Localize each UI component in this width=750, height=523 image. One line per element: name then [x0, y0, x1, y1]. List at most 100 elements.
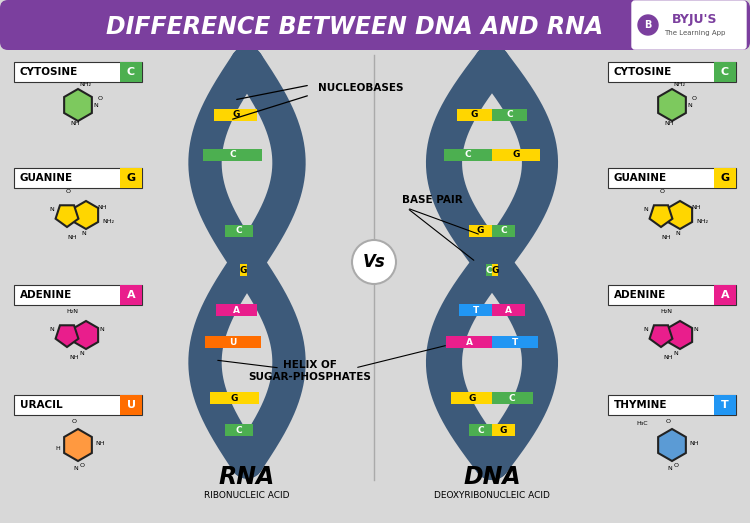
- Text: NH: NH: [663, 355, 673, 360]
- Text: NH₂: NH₂: [102, 219, 114, 224]
- Text: CYTOSINE: CYTOSINE: [20, 67, 78, 77]
- FancyBboxPatch shape: [203, 149, 262, 161]
- Text: NH: NH: [98, 205, 106, 210]
- Text: G: G: [512, 150, 520, 160]
- FancyBboxPatch shape: [714, 395, 736, 415]
- Text: G: G: [127, 173, 136, 183]
- Text: A: A: [505, 306, 512, 315]
- Text: N: N: [694, 327, 698, 332]
- FancyBboxPatch shape: [492, 392, 532, 404]
- FancyBboxPatch shape: [209, 392, 260, 404]
- FancyBboxPatch shape: [492, 265, 498, 277]
- Text: N: N: [82, 231, 86, 236]
- Text: GUANINE: GUANINE: [614, 173, 668, 183]
- Text: ADENINE: ADENINE: [614, 290, 666, 300]
- FancyBboxPatch shape: [608, 62, 736, 82]
- FancyBboxPatch shape: [457, 109, 492, 121]
- Text: CYTOSINE: CYTOSINE: [614, 67, 672, 77]
- FancyBboxPatch shape: [492, 304, 525, 316]
- FancyBboxPatch shape: [14, 62, 142, 82]
- Text: Vs: Vs: [363, 253, 386, 271]
- Text: N: N: [688, 103, 692, 108]
- FancyBboxPatch shape: [120, 395, 142, 415]
- FancyBboxPatch shape: [492, 149, 539, 161]
- Text: G: G: [240, 266, 247, 275]
- Text: A: A: [127, 290, 135, 300]
- Text: THYMINE: THYMINE: [614, 400, 668, 410]
- FancyBboxPatch shape: [714, 168, 736, 188]
- Text: G: G: [231, 394, 238, 403]
- Text: O: O: [692, 96, 697, 101]
- FancyBboxPatch shape: [14, 395, 142, 415]
- Text: N: N: [94, 103, 98, 108]
- Text: C: C: [230, 150, 236, 160]
- Text: C: C: [500, 226, 507, 235]
- Text: NH: NH: [692, 205, 700, 210]
- Text: ADENINE: ADENINE: [20, 290, 72, 300]
- Polygon shape: [650, 206, 673, 227]
- Text: NH: NH: [662, 235, 670, 240]
- Circle shape: [352, 240, 396, 284]
- Text: N: N: [644, 207, 648, 212]
- Text: C: C: [236, 226, 242, 235]
- FancyBboxPatch shape: [492, 336, 538, 348]
- FancyBboxPatch shape: [240, 265, 247, 277]
- Text: G: G: [491, 266, 499, 275]
- Text: RNA: RNA: [219, 465, 275, 489]
- Text: GUANINE: GUANINE: [20, 173, 74, 183]
- Text: NH: NH: [95, 441, 105, 446]
- Polygon shape: [668, 201, 692, 229]
- Polygon shape: [74, 321, 98, 349]
- Text: U: U: [230, 338, 237, 347]
- Text: G: G: [721, 173, 730, 183]
- Polygon shape: [64, 89, 92, 121]
- Text: NH: NH: [664, 121, 674, 126]
- Text: T: T: [512, 338, 518, 347]
- FancyBboxPatch shape: [714, 62, 736, 82]
- Text: O: O: [674, 463, 679, 468]
- Text: C: C: [465, 150, 472, 160]
- FancyBboxPatch shape: [120, 62, 142, 82]
- FancyBboxPatch shape: [120, 285, 142, 305]
- Text: BASE PAIR: BASE PAIR: [402, 195, 463, 205]
- Text: A: A: [721, 290, 729, 300]
- Text: N: N: [50, 327, 54, 332]
- Text: NH: NH: [69, 355, 79, 360]
- Text: C: C: [506, 110, 513, 119]
- Polygon shape: [74, 201, 98, 229]
- FancyBboxPatch shape: [14, 285, 142, 305]
- FancyBboxPatch shape: [492, 424, 515, 436]
- Text: H: H: [56, 446, 60, 451]
- FancyBboxPatch shape: [492, 224, 515, 236]
- Text: The Learning App: The Learning App: [664, 30, 726, 36]
- Text: RIBONUCLEIC ACID: RIBONUCLEIC ACID: [204, 491, 290, 499]
- FancyBboxPatch shape: [14, 168, 142, 188]
- FancyBboxPatch shape: [214, 109, 257, 121]
- FancyBboxPatch shape: [459, 304, 492, 316]
- Text: A: A: [232, 306, 240, 315]
- Polygon shape: [658, 89, 686, 121]
- Text: C: C: [477, 426, 484, 435]
- Text: H₂N: H₂N: [66, 309, 78, 314]
- FancyBboxPatch shape: [0, 0, 750, 50]
- Polygon shape: [668, 321, 692, 349]
- Text: NH: NH: [68, 235, 76, 240]
- FancyBboxPatch shape: [225, 424, 253, 436]
- Circle shape: [638, 15, 658, 35]
- Text: N: N: [676, 231, 680, 236]
- Text: O: O: [665, 419, 670, 424]
- Text: N: N: [644, 327, 648, 332]
- Text: C: C: [721, 67, 729, 77]
- Text: G: G: [468, 394, 476, 403]
- Polygon shape: [56, 206, 79, 227]
- Text: T: T: [722, 400, 729, 410]
- Text: U: U: [127, 400, 136, 410]
- Text: C: C: [509, 394, 515, 403]
- Text: NH₂: NH₂: [696, 219, 708, 224]
- Text: N: N: [50, 207, 54, 212]
- Polygon shape: [650, 325, 673, 347]
- Text: N: N: [100, 327, 104, 332]
- FancyBboxPatch shape: [714, 285, 736, 305]
- Text: O: O: [71, 419, 76, 424]
- FancyBboxPatch shape: [486, 265, 492, 277]
